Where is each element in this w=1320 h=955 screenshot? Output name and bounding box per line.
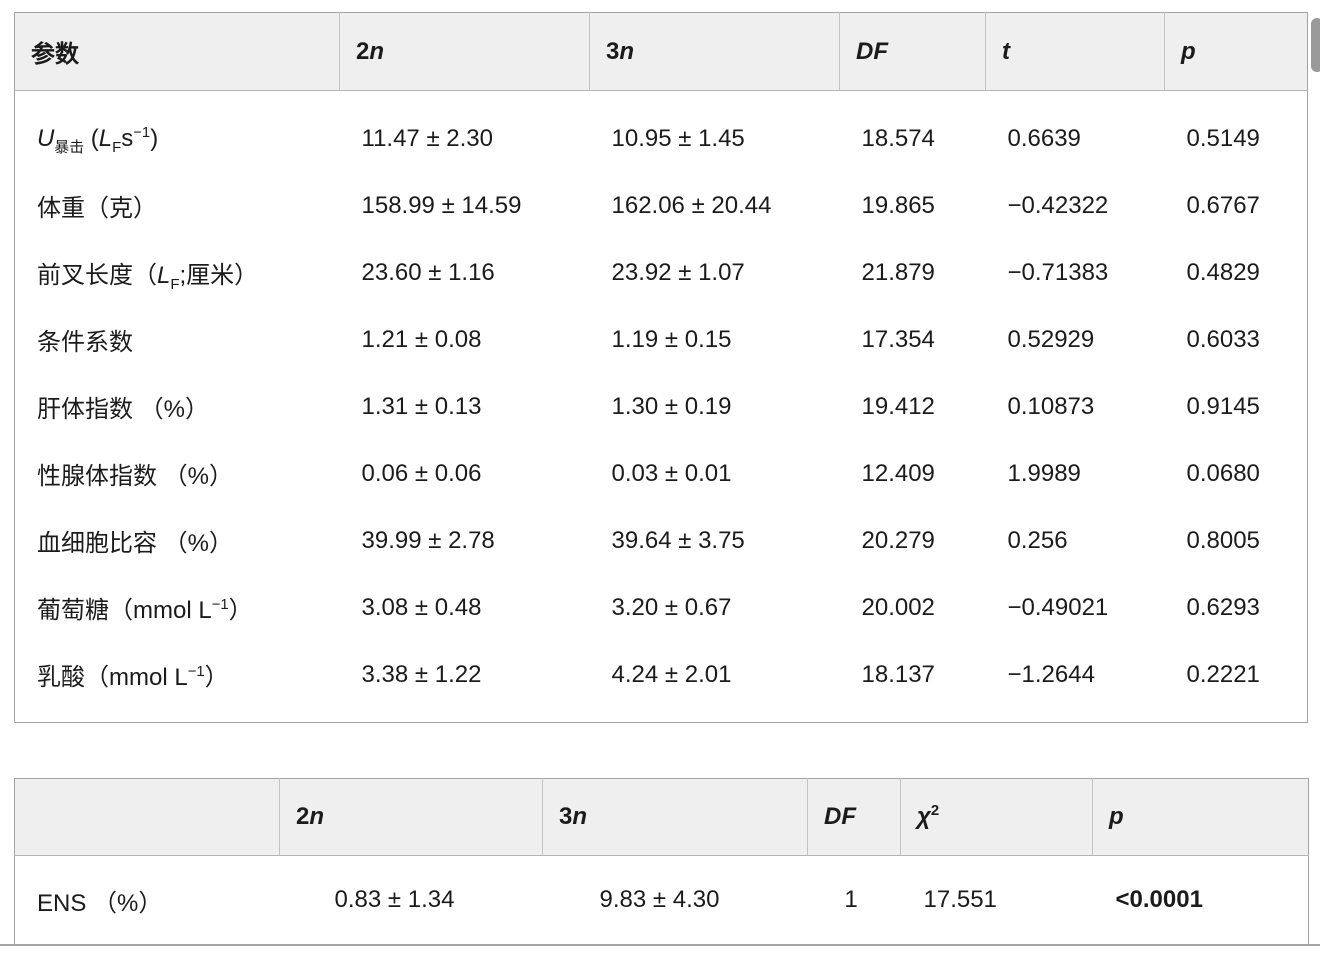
cell-df: 20.002	[861, 593, 935, 621]
cell-3n: 3.20 ± 0.67	[611, 593, 732, 621]
cell-df: 20.279	[861, 526, 935, 554]
cell-3n: 1.30 ± 0.19	[611, 392, 732, 420]
cell-2n: 1.21 ± 0.08	[361, 325, 482, 353]
cell-parameter: 葡萄糖（mmol L−1）	[37, 597, 253, 624]
cell-3n: 4.24 ± 2.01	[611, 660, 732, 688]
col-header-3n: 3n	[542, 778, 808, 856]
header-row: 参数 2n 3n DF t p	[14, 12, 1308, 91]
cell-t: 0.52929	[1007, 325, 1095, 353]
content-area-bottom-edge	[0, 944, 1320, 946]
table-row: U暴击 (LFs−1) 11.47 ± 2.30 10.95 ± 1.45 18.57…	[15, 91, 1308, 173]
cell-p: 0.2221	[1186, 660, 1260, 688]
cell-df: 12.409	[861, 459, 935, 487]
chi-square-comparison-table: 2n 3n DF χ2 p ENS （%） 0.83 ± 1.34 9.83 ± 4…	[14, 778, 1309, 945]
cell-3n: 39.64 ± 3.75	[611, 526, 745, 554]
table-row: 肝体指数 （%） 1.31 ± 0.13 1.30 ± 0.19 19.412 0.10…	[15, 373, 1308, 440]
col-header-p: p	[1092, 778, 1309, 856]
table-row: 血细胞比容 （%） 39.99 ± 2.78 39.64 ± 3.75 20.279 0…	[15, 507, 1308, 574]
cell-2n: 1.31 ± 0.13	[361, 392, 482, 420]
cell-p: 0.9145	[1186, 392, 1260, 420]
cell-3n: 9.83 ± 4.30	[599, 886, 720, 913]
col-header-df: DF	[839, 12, 986, 91]
cell-parameter: 乳酸（mmol L−1）	[37, 664, 229, 691]
col-header-2n: 2n	[279, 778, 543, 856]
cell-2n: 0.06 ± 0.06	[361, 459, 482, 487]
cell-t: −0.71383	[1007, 258, 1109, 286]
cell-t: −0.49021	[1007, 593, 1109, 621]
col-header-blank	[14, 778, 280, 856]
table-row: 葡萄糖（mmol L−1） 3.08 ± 0.48 3.20 ± 0.67 20.00…	[15, 574, 1308, 641]
cell-t: 0.256	[1007, 526, 1068, 554]
cell-3n: 162.06 ± 20.44	[611, 191, 772, 219]
cell-df: 21.879	[861, 258, 935, 286]
cell-p: 0.0680	[1186, 459, 1260, 487]
cell-chi-square: 17.551	[923, 886, 997, 913]
cell-2n: 3.08 ± 0.48	[361, 593, 482, 621]
cell-2n: 11.47 ± 2.30	[361, 124, 494, 152]
cell-parameter: 体重（克）	[37, 195, 157, 222]
col-header-3n: 3n	[589, 12, 840, 91]
cell-p: 0.6033	[1186, 325, 1260, 353]
cell-df: 18.574	[861, 124, 935, 152]
cell-parameter: U暴击 (LFs−1)	[37, 124, 159, 156]
cell-p: 0.6767	[1186, 191, 1260, 219]
col-header-p: p	[1164, 12, 1308, 91]
cell-df: 19.865	[861, 191, 935, 219]
header-row: 2n 3n DF χ2 p	[14, 778, 1309, 856]
cell-df: 1	[844, 886, 858, 913]
cell-parameter: 前叉长度（LF;厘米）	[37, 262, 259, 293]
cell-p: 0.4829	[1186, 258, 1260, 286]
table-row: 条件系数 1.21 ± 0.08 1.19 ± 0.15 17.354 0.52929 0…	[15, 306, 1308, 373]
cell-p: 0.5149	[1186, 124, 1260, 152]
cell-parameter: 肝体指数 （%）	[37, 396, 210, 423]
cell-2n: 0.83 ± 1.34	[334, 886, 455, 913]
col-header-parameter: 参数	[14, 12, 340, 91]
table-row: 体重（克） 158.99 ± 14.59 162.06 ± 20.44 19.865 −…	[15, 172, 1308, 239]
table-row: 性腺体指数 （%） 0.06 ± 0.06 0.03 ± 0.01 12.409 1.9…	[15, 440, 1308, 507]
cell-parameter: 性腺体指数 （%）	[37, 463, 234, 490]
cell-df: 17.354	[861, 325, 935, 353]
cell-df: 18.137	[861, 660, 935, 688]
cell-2n: 39.99 ± 2.78	[361, 526, 495, 554]
t-test-comparison-table: 参数 2n 3n DF t p U暴击 (LFs−1) 11.47 ± 2.30 1…	[14, 12, 1308, 723]
vertical-scrollbar-thumb[interactable]	[1311, 18, 1320, 72]
cell-2n: 158.99 ± 14.59	[361, 191, 522, 219]
cell-parameter: 条件系数	[37, 329, 133, 356]
col-header-chi-square: χ2	[900, 778, 1093, 856]
cell-p: 0.8005	[1186, 526, 1260, 554]
cell-3n: 0.03 ± 0.01	[611, 459, 732, 487]
cell-df: 19.412	[861, 392, 935, 420]
cell-parameter: ENS （%）	[37, 889, 163, 917]
col-header-2n: 2n	[339, 12, 590, 91]
cell-p: 0.6293	[1186, 593, 1260, 621]
cell-3n: 10.95 ± 1.45	[611, 124, 745, 152]
table-row: ENS （%） 0.83 ± 1.34 9.83 ± 4.30 1 17.551 <0.0…	[15, 856, 1309, 945]
cell-3n: 23.92 ± 1.07	[611, 258, 745, 286]
cell-2n: 23.60 ± 1.16	[361, 258, 495, 286]
cell-t: 1.9989	[1007, 459, 1081, 487]
cell-t: −0.42322	[1007, 191, 1109, 219]
table-row: 前叉长度（LF;厘米） 23.60 ± 1.16 23.92 ± 1.07 21.87…	[15, 239, 1308, 306]
cell-2n: 3.38 ± 1.22	[361, 660, 482, 688]
table-row: 乳酸（mmol L−1） 3.38 ± 1.22 4.24 ± 2.01 18.137…	[15, 641, 1308, 723]
cell-p: <0.0001	[1115, 886, 1203, 913]
cell-t: 0.10873	[1007, 392, 1095, 420]
cell-parameter: 血细胞比容 （%）	[37, 530, 234, 557]
cell-t: 0.6639	[1007, 124, 1081, 152]
cell-3n: 1.19 ± 0.15	[611, 325, 732, 353]
col-header-t: t	[985, 12, 1165, 91]
cell-t: −1.2644	[1007, 660, 1095, 688]
col-header-df: DF	[807, 778, 901, 856]
